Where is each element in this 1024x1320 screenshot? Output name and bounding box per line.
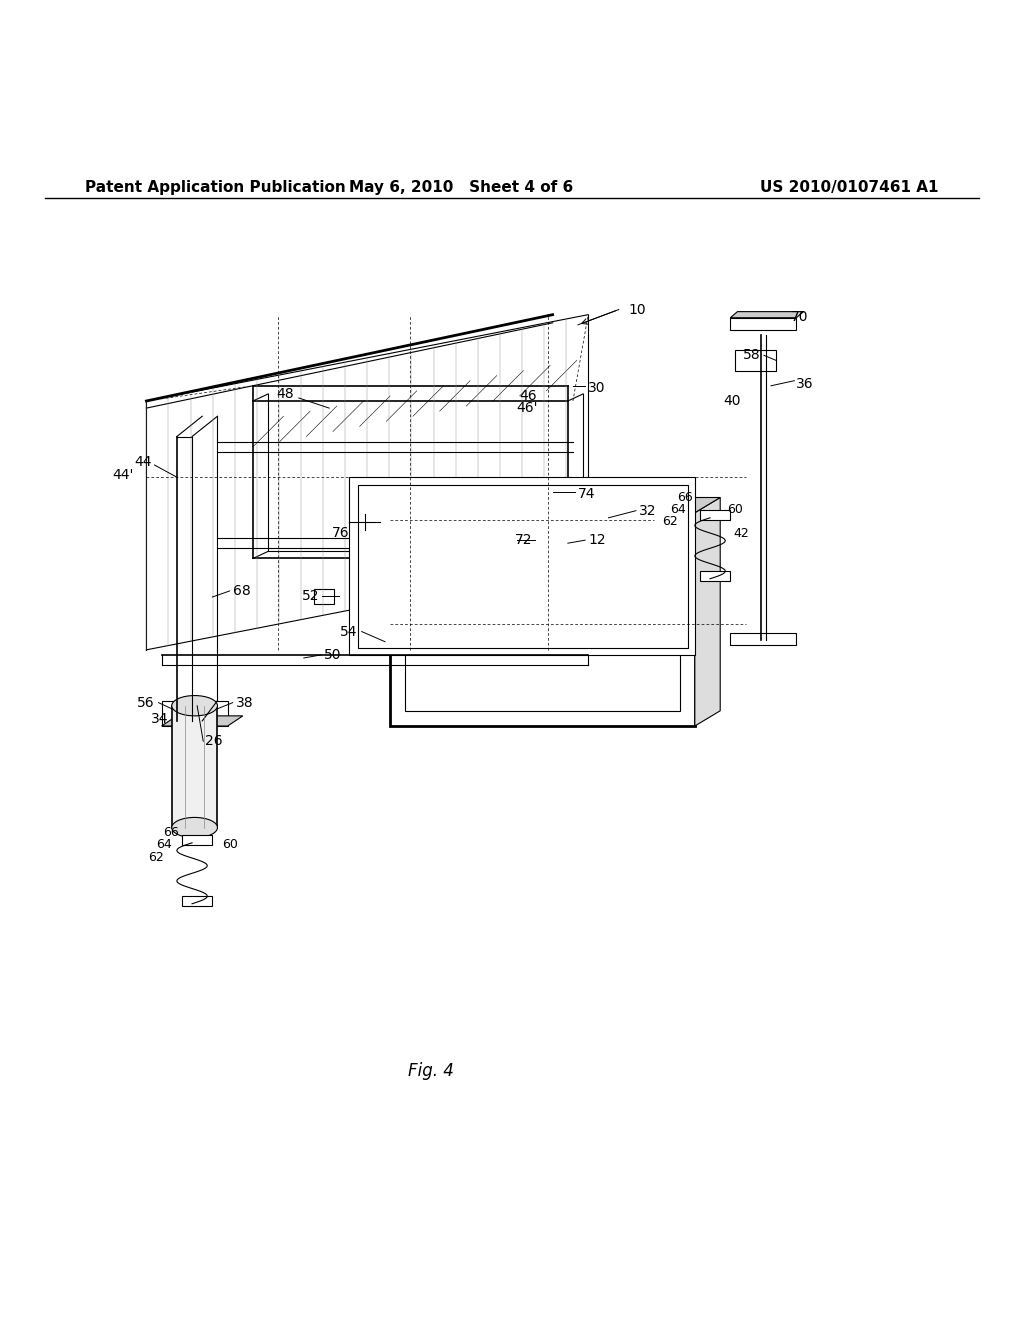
Text: 50: 50 (325, 648, 342, 661)
Text: 34: 34 (152, 711, 169, 726)
Bar (357, 486, 688, 648)
Text: 52: 52 (301, 589, 319, 603)
Text: 72: 72 (515, 533, 532, 548)
Text: 58: 58 (743, 348, 761, 362)
Text: 10: 10 (629, 302, 646, 317)
Bar (730, 632, 797, 644)
Text: 60: 60 (727, 503, 743, 516)
Ellipse shape (172, 696, 217, 715)
Text: 62: 62 (662, 515, 678, 528)
Text: May 6, 2010   Sheet 4 of 6: May 6, 2010 Sheet 4 of 6 (349, 181, 573, 195)
Bar (172, 706, 217, 828)
Text: 62: 62 (147, 850, 164, 863)
Text: Patent Application Publication: Patent Application Publication (85, 181, 346, 195)
Text: 66: 66 (163, 826, 179, 840)
Bar (699, 510, 730, 520)
Text: 74: 74 (578, 487, 596, 502)
Text: 64: 64 (156, 838, 172, 851)
Text: 54: 54 (340, 624, 357, 639)
Polygon shape (730, 312, 804, 318)
Text: US 2010/0107461 A1: US 2010/0107461 A1 (760, 181, 939, 195)
Ellipse shape (172, 817, 217, 838)
Text: 56: 56 (137, 696, 155, 710)
Bar (182, 834, 212, 845)
Text: 26: 26 (205, 734, 223, 748)
Text: 12: 12 (588, 533, 606, 548)
Text: 64: 64 (670, 503, 686, 516)
Text: 40: 40 (723, 393, 740, 408)
Text: 32: 32 (639, 504, 656, 517)
Text: Fig. 4: Fig. 4 (408, 1063, 454, 1080)
Polygon shape (695, 498, 720, 726)
Text: 38: 38 (236, 696, 253, 710)
Bar (390, 512, 695, 726)
Text: 46': 46' (516, 401, 538, 414)
Text: 76: 76 (332, 527, 349, 540)
Bar (527, 482, 553, 499)
Text: 36: 36 (797, 376, 814, 391)
Bar (699, 570, 730, 581)
Text: 66: 66 (677, 491, 693, 504)
Text: 60: 60 (222, 838, 239, 851)
Polygon shape (162, 715, 243, 726)
Text: 46: 46 (520, 389, 538, 403)
Bar (314, 589, 334, 605)
Bar (349, 478, 695, 655)
Polygon shape (390, 498, 720, 512)
Bar (735, 350, 776, 371)
Bar (162, 701, 227, 726)
Bar (182, 896, 212, 906)
Text: 48: 48 (276, 387, 294, 401)
Text: 42: 42 (733, 527, 750, 540)
Text: 44: 44 (134, 455, 152, 469)
Text: 70: 70 (792, 310, 809, 323)
Bar (497, 528, 538, 544)
Text: 30: 30 (588, 380, 605, 395)
Bar (730, 318, 797, 330)
Bar (406, 528, 680, 710)
Text: 44': 44' (113, 469, 134, 482)
Text: 68: 68 (232, 583, 251, 598)
